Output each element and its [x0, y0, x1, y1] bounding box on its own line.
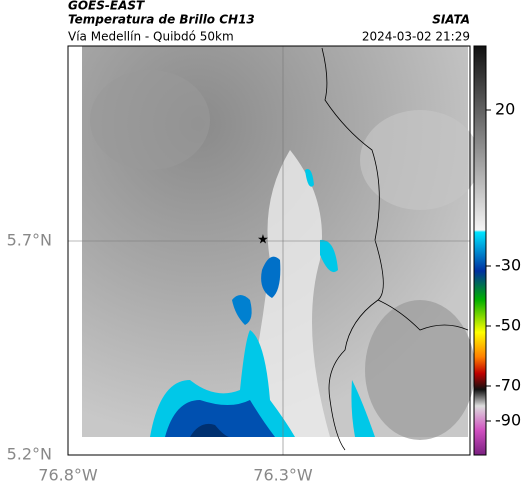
satellite-image: ★	[68, 46, 480, 455]
source: SIATA	[432, 13, 470, 27]
lat-label: 5.7°N	[7, 231, 52, 250]
colorbar	[473, 45, 487, 456]
colorbar-tick-label: 20	[495, 100, 515, 119]
colorbar-tick-label: -50	[495, 316, 521, 335]
colorbar-tick-label: -90	[495, 411, 521, 430]
title: Temperatura de Brillo CH13	[68, 13, 255, 27]
svg-text:★: ★	[257, 233, 269, 248]
satellite: GOES-EAST	[68, 0, 145, 13]
lon-label: 76.8°W	[38, 466, 98, 485]
lon-label: 76.3°W	[253, 466, 313, 485]
colorbar-ticks: 20 -30 -50 -70 -90	[486, 100, 521, 430]
colorbar-tick-label: -70	[495, 376, 521, 395]
map-frame	[67, 45, 471, 456]
lat-label: 5.2°N	[7, 445, 52, 464]
subtitle: Vía Medellín - Quibdó 50km	[68, 30, 234, 44]
colorbar-tick-label: -30	[495, 256, 521, 275]
datetime: 2024-03-02 21:29	[362, 30, 470, 44]
